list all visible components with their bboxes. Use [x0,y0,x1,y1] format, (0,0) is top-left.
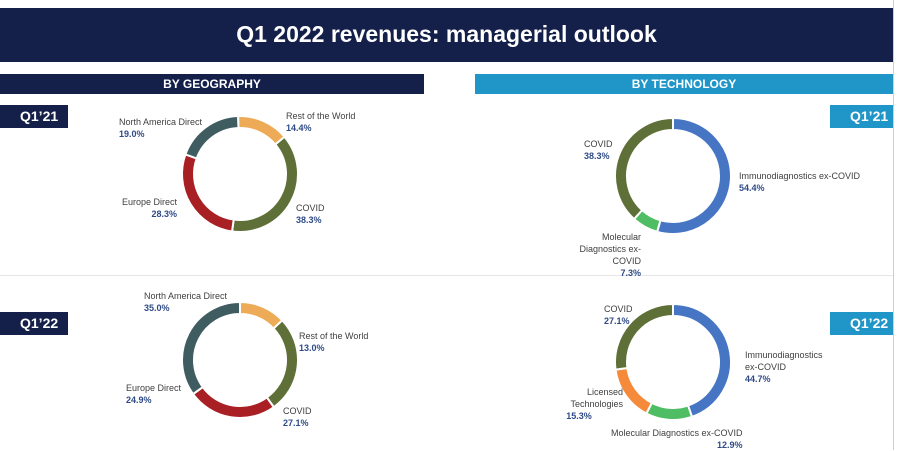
geography-section-bar: BY GEOGRAPHY [0,74,424,94]
label-geo-q122-na: North America Direct 35.0% [144,291,228,313]
page-title: Q1 2022 revenues: managerial outlook [236,21,657,47]
tech-q122-donut [614,302,732,421]
donut-slice-immunodiagnostics-ex-covid [672,302,732,419]
header-bar: Q1 2022 revenues: managerial outlook [0,8,893,62]
donut-slice-molecular-diagnostics-ex-covid [644,401,694,421]
label-tech-q121-molecular: Molecular Diagnostics ex-COVID 7.3% [555,231,641,279]
donut-slice-covid [614,302,674,371]
period-badge-geo-q121: Q1’21 [0,105,68,128]
right-border [893,0,894,450]
label-tech-q122-immuno: Immunodiagnostics ex-COVID 44.7% [745,350,823,384]
label-tech-q121-immuno: Immunodiagnostics ex-COVID 54.4% [739,171,861,193]
donut-slice-rest-of-the-world [237,115,286,146]
period-badge-tech-q121: Q1’21 [830,105,893,128]
label-geo-q122-europe: Europe Direct 24.9% [126,383,182,405]
label-geo-q121-row: Rest of the World 14.4% [286,111,356,133]
tech-q121-donut [614,116,732,235]
label-tech-q121-covid: COVID 38.3% [584,139,613,161]
donut-slice-north-america-direct [181,300,241,396]
label-tech-q122-covid: COVID 27.1% [604,304,633,326]
label-geo-q122-covid: COVID 27.1% [283,406,312,428]
period-badge-geo-q122: Q1’22 [0,312,68,335]
donut-slice-covid [614,116,674,221]
label-tech-q121-molecular-name: Molecular Diagnostics ex-COVID [579,232,641,266]
label-geo-q121-na: North America Direct 19.0% [119,117,203,139]
label-geo-q121-covid: COVID 38.3% [296,203,325,225]
geo-q122-donut [181,300,299,419]
label-tech-q122-molecular: Molecular Diagnostics ex-COVID 12.9% [611,428,743,450]
technology-section-bar: BY TECHNOLOGY [475,74,893,94]
label-tech-q122-licensed: Licensed Technologies 15.3% [566,387,623,421]
donut-slice-rest-of-the-world [239,300,284,330]
row-divider [0,275,893,276]
donut-slice-europe-direct [181,153,235,233]
label-geo-q121-europe: Europe Direct 28.3% [122,197,178,219]
donut-slice-europe-direct [191,385,276,419]
period-badge-tech-q122: Q1’22 [830,312,893,335]
donut-slice-covid [265,318,299,409]
donut-slice-immunodiagnostics-ex-covid [655,116,732,235]
label-geo-q122-row: Rest of the World 13.0% [299,331,369,353]
geo-q121-donut [181,114,299,233]
donut-slice-covid [230,135,299,233]
